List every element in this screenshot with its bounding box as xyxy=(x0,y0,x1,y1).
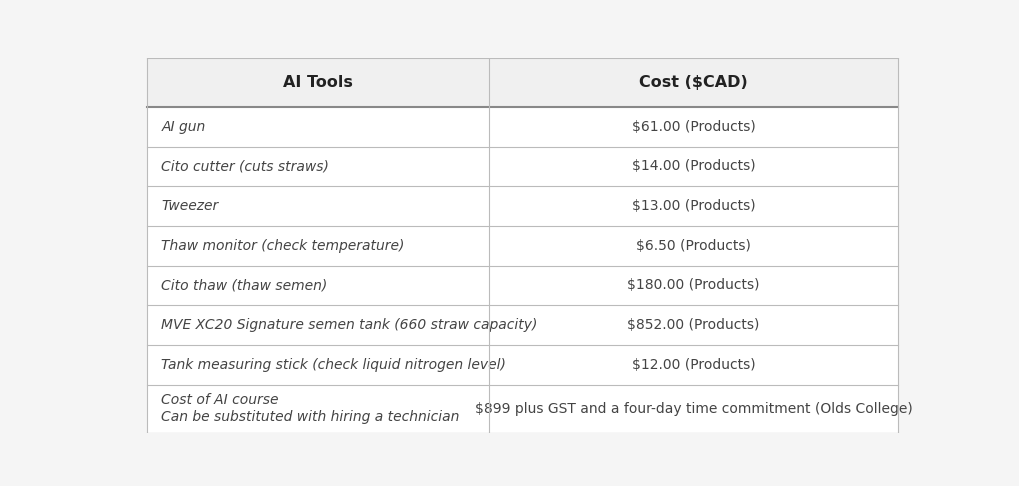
Text: Thaw monitor (check temperature): Thaw monitor (check temperature) xyxy=(161,239,405,253)
Bar xyxy=(147,384,898,433)
Bar xyxy=(147,345,898,384)
Text: MVE XC20 Signature semen tank (660 straw capacity): MVE XC20 Signature semen tank (660 straw… xyxy=(161,318,537,332)
Text: $180.00 (Products): $180.00 (Products) xyxy=(627,278,759,293)
Text: Tweezer: Tweezer xyxy=(161,199,218,213)
Text: $14.00 (Products): $14.00 (Products) xyxy=(631,159,755,174)
Text: Cito cutter (cuts straws): Cito cutter (cuts straws) xyxy=(161,159,329,174)
Text: $899 plus GST and a four-day time commitment (Olds College): $899 plus GST and a four-day time commit… xyxy=(474,401,912,416)
Text: Tank measuring stick (check liquid nitrogen level): Tank measuring stick (check liquid nitro… xyxy=(161,358,505,372)
Text: $12.00 (Products): $12.00 (Products) xyxy=(631,358,755,372)
Bar xyxy=(147,265,898,305)
Bar xyxy=(147,305,898,345)
Text: $61.00 (Products): $61.00 (Products) xyxy=(631,120,755,134)
Bar xyxy=(147,147,898,186)
Bar xyxy=(147,226,898,265)
Bar xyxy=(147,107,898,147)
Text: AI gun: AI gun xyxy=(161,120,206,134)
Text: Cito thaw (thaw semen): Cito thaw (thaw semen) xyxy=(161,278,327,293)
Text: $13.00 (Products): $13.00 (Products) xyxy=(631,199,755,213)
Text: Cost of AI course
Can be substituted with hiring a technician: Cost of AI course Can be substituted wit… xyxy=(161,394,460,424)
Bar xyxy=(147,58,898,107)
Text: $852.00 (Products): $852.00 (Products) xyxy=(627,318,759,332)
Text: Cost ($CAD): Cost ($CAD) xyxy=(639,75,747,90)
Bar xyxy=(147,186,898,226)
Text: $6.50 (Products): $6.50 (Products) xyxy=(636,239,750,253)
Text: AI Tools: AI Tools xyxy=(283,75,353,90)
